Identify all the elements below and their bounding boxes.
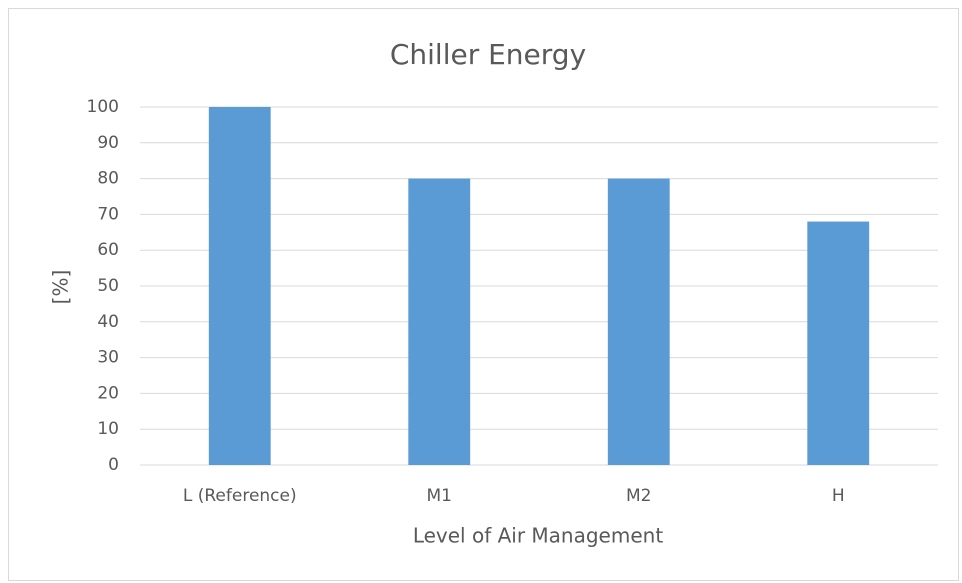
chart-border <box>8 8 959 581</box>
x-tick-label: L (Reference) <box>183 486 297 506</box>
x-tick-label: H <box>832 486 845 506</box>
chart-title: Chiller Energy <box>390 38 586 71</box>
bar <box>208 107 271 465</box>
bar <box>607 178 670 465</box>
y-tick-label: 60 <box>97 240 119 260</box>
bar <box>807 221 870 465</box>
x-tick-label: M2 <box>626 486 651 506</box>
bar <box>408 178 471 465</box>
y-tick-label: 90 <box>97 133 119 153</box>
y-tick-label: 100 <box>87 97 119 117</box>
y-tick-label: 20 <box>97 383 119 403</box>
y-axis-label: [%] <box>49 270 73 305</box>
y-tick-label: 30 <box>97 348 119 368</box>
y-tick-label: 80 <box>97 169 119 189</box>
y-tick-label: 40 <box>97 312 119 332</box>
x-axis-label: Level of Air Management <box>413 524 664 548</box>
y-tick-label: 70 <box>97 204 119 224</box>
y-tick-label: 10 <box>97 419 119 439</box>
y-tick-label: 50 <box>97 276 119 296</box>
y-tick-label: 0 <box>108 455 119 475</box>
x-tick-label: M1 <box>427 486 452 506</box>
